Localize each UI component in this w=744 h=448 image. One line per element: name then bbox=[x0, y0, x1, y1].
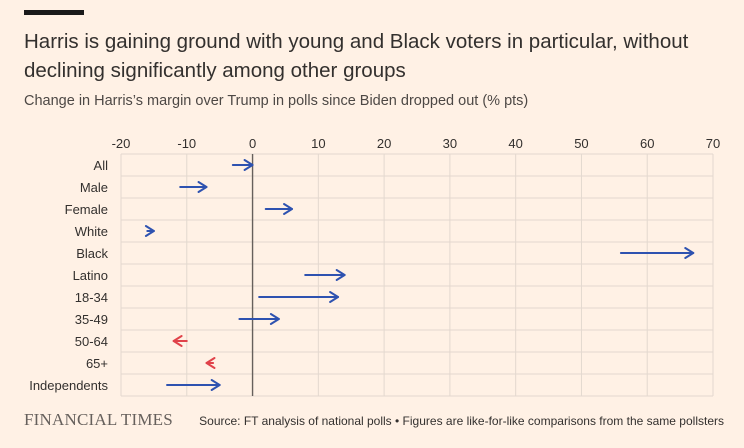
arrow-18-34 bbox=[258, 291, 340, 303]
category-label: Independents bbox=[29, 378, 108, 393]
arrows bbox=[144, 159, 695, 391]
x-tick-label: 10 bbox=[311, 136, 325, 151]
arrow-male bbox=[179, 181, 208, 193]
category-label: Latino bbox=[73, 268, 108, 283]
category-label: 50-64 bbox=[75, 334, 108, 349]
arrow-head bbox=[210, 379, 221, 391]
x-tick-label: -20 bbox=[112, 136, 131, 151]
x-tick-label: 0 bbox=[249, 136, 256, 151]
arrow-head bbox=[205, 357, 216, 369]
x-tick-label: 30 bbox=[443, 136, 457, 151]
grid-layer bbox=[120, 153, 714, 397]
category-label: All bbox=[94, 158, 109, 173]
arrow-65- bbox=[205, 357, 216, 369]
category-label: 65+ bbox=[86, 356, 108, 371]
arrow-head bbox=[684, 247, 695, 259]
category-label: Black bbox=[76, 246, 108, 261]
chart-subtitle: Change in Harris’s margin over Trump in … bbox=[24, 93, 529, 109]
arrow-independents bbox=[166, 379, 221, 391]
x-tick-label: 60 bbox=[640, 136, 654, 151]
arrow-female bbox=[264, 203, 294, 215]
x-tick-label: 50 bbox=[574, 136, 588, 151]
chart-title: Harris is gaining ground with young and … bbox=[24, 30, 689, 82]
x-tick-label: -10 bbox=[177, 136, 196, 151]
category-label: 35-49 bbox=[75, 312, 108, 327]
arrow-white bbox=[144, 225, 155, 237]
source-note: Source: FT analysis of national polls • … bbox=[199, 414, 724, 428]
x-tick-labels: -20 -10 0 10 20 30 40 50 60 70 bbox=[112, 136, 721, 151]
x-tick-label: 70 bbox=[706, 136, 720, 151]
arrow-35-49 bbox=[238, 313, 280, 325]
arrow-black bbox=[619, 247, 695, 259]
arrow-head bbox=[335, 269, 346, 281]
arrow-head bbox=[172, 335, 183, 347]
arrow-head bbox=[269, 313, 280, 325]
brand-bar bbox=[24, 10, 84, 15]
arrow-50-64 bbox=[172, 335, 188, 347]
x-tick-label: 20 bbox=[377, 136, 391, 151]
arrow-head bbox=[144, 225, 155, 237]
category-label: White bbox=[75, 224, 108, 239]
x-tick-label: 40 bbox=[508, 136, 522, 151]
category-label: Male bbox=[80, 180, 108, 195]
arrow-head bbox=[243, 159, 254, 171]
ft-logo: FINANCIAL TIMES bbox=[24, 410, 173, 429]
category-labels: All Male Female White Black Latino 18-34 35-49 5… bbox=[29, 158, 108, 393]
arrow-head bbox=[283, 203, 294, 215]
category-label: Female bbox=[65, 202, 108, 217]
arrow-chart: -20 -10 0 10 20 30 40 50 60 70 All Male Female White… bbox=[29, 136, 721, 397]
arrow-head bbox=[329, 291, 340, 303]
arrow-latino bbox=[304, 269, 346, 281]
arrow-head bbox=[197, 181, 208, 193]
arrow-all bbox=[231, 159, 254, 171]
footer: FINANCIAL TIMES Source: FT analysis of n… bbox=[24, 408, 724, 432]
category-label: 18-34 bbox=[75, 290, 108, 305]
